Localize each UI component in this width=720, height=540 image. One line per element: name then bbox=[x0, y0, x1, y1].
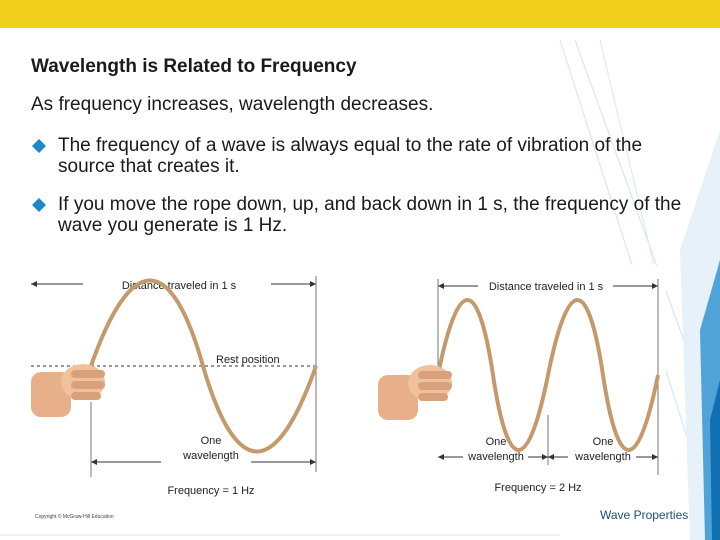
wavelength-label: wavelength bbox=[467, 451, 524, 463]
wavelength-label: One bbox=[201, 435, 222, 447]
hand-icon bbox=[378, 365, 452, 420]
rest-position-label: Rest position bbox=[216, 354, 280, 366]
wave-figure-1hz: Distance traveled in 1 s Rest position O… bbox=[31, 262, 341, 507]
wavelength-label: One bbox=[593, 436, 614, 448]
top-accent-bar bbox=[0, 0, 720, 28]
footer-label: Wave Properties bbox=[600, 508, 689, 522]
rope-wave bbox=[89, 278, 318, 454]
bullet-text: The frequency of a wave is always equal … bbox=[58, 135, 643, 177]
bullet-text: If you move the rope down, up, and back … bbox=[58, 194, 682, 236]
distance-label: Distance traveled in 1 s bbox=[489, 281, 604, 293]
rope-wave bbox=[436, 298, 660, 452]
copyright-notice: Copyright © McGraw-Hill Education bbox=[35, 514, 114, 520]
hand-icon bbox=[31, 364, 105, 417]
slide-title: Wavelength is Related to Frequency bbox=[31, 56, 357, 77]
frequency-label: Frequency = 2 Hz bbox=[494, 482, 581, 494]
wave-figure-2hz: Distance traveled in 1 s One wavelength … bbox=[368, 265, 666, 500]
lead-sentence: As frequency increases, wavelength decre… bbox=[31, 94, 434, 115]
wavelength-label: wavelength bbox=[574, 451, 631, 463]
wavelength-label: One bbox=[486, 436, 507, 448]
diamond-bullet-icon bbox=[32, 139, 46, 153]
bullet-item: The frequency of a wave is always equal … bbox=[32, 135, 712, 179]
wavelength-label: wavelength bbox=[182, 450, 239, 462]
frequency-label: Frequency = 1 Hz bbox=[167, 485, 254, 497]
distance-label: Distance traveled in 1 s bbox=[122, 280, 237, 292]
diamond-bullet-icon bbox=[32, 198, 46, 212]
bullet-item: If you move the rope down, up, and back … bbox=[32, 194, 712, 238]
